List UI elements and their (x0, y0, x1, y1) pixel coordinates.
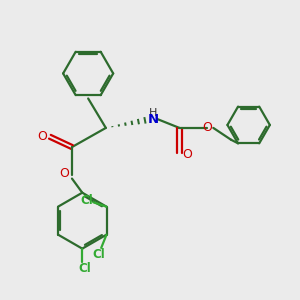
Text: O: O (202, 122, 212, 134)
Text: N: N (147, 113, 158, 126)
Text: Cl: Cl (80, 194, 93, 207)
Text: O: O (38, 130, 47, 143)
Text: O: O (59, 167, 69, 180)
Text: Cl: Cl (92, 248, 105, 261)
Text: O: O (182, 148, 192, 161)
Text: Cl: Cl (79, 262, 92, 275)
Text: H: H (149, 108, 157, 118)
